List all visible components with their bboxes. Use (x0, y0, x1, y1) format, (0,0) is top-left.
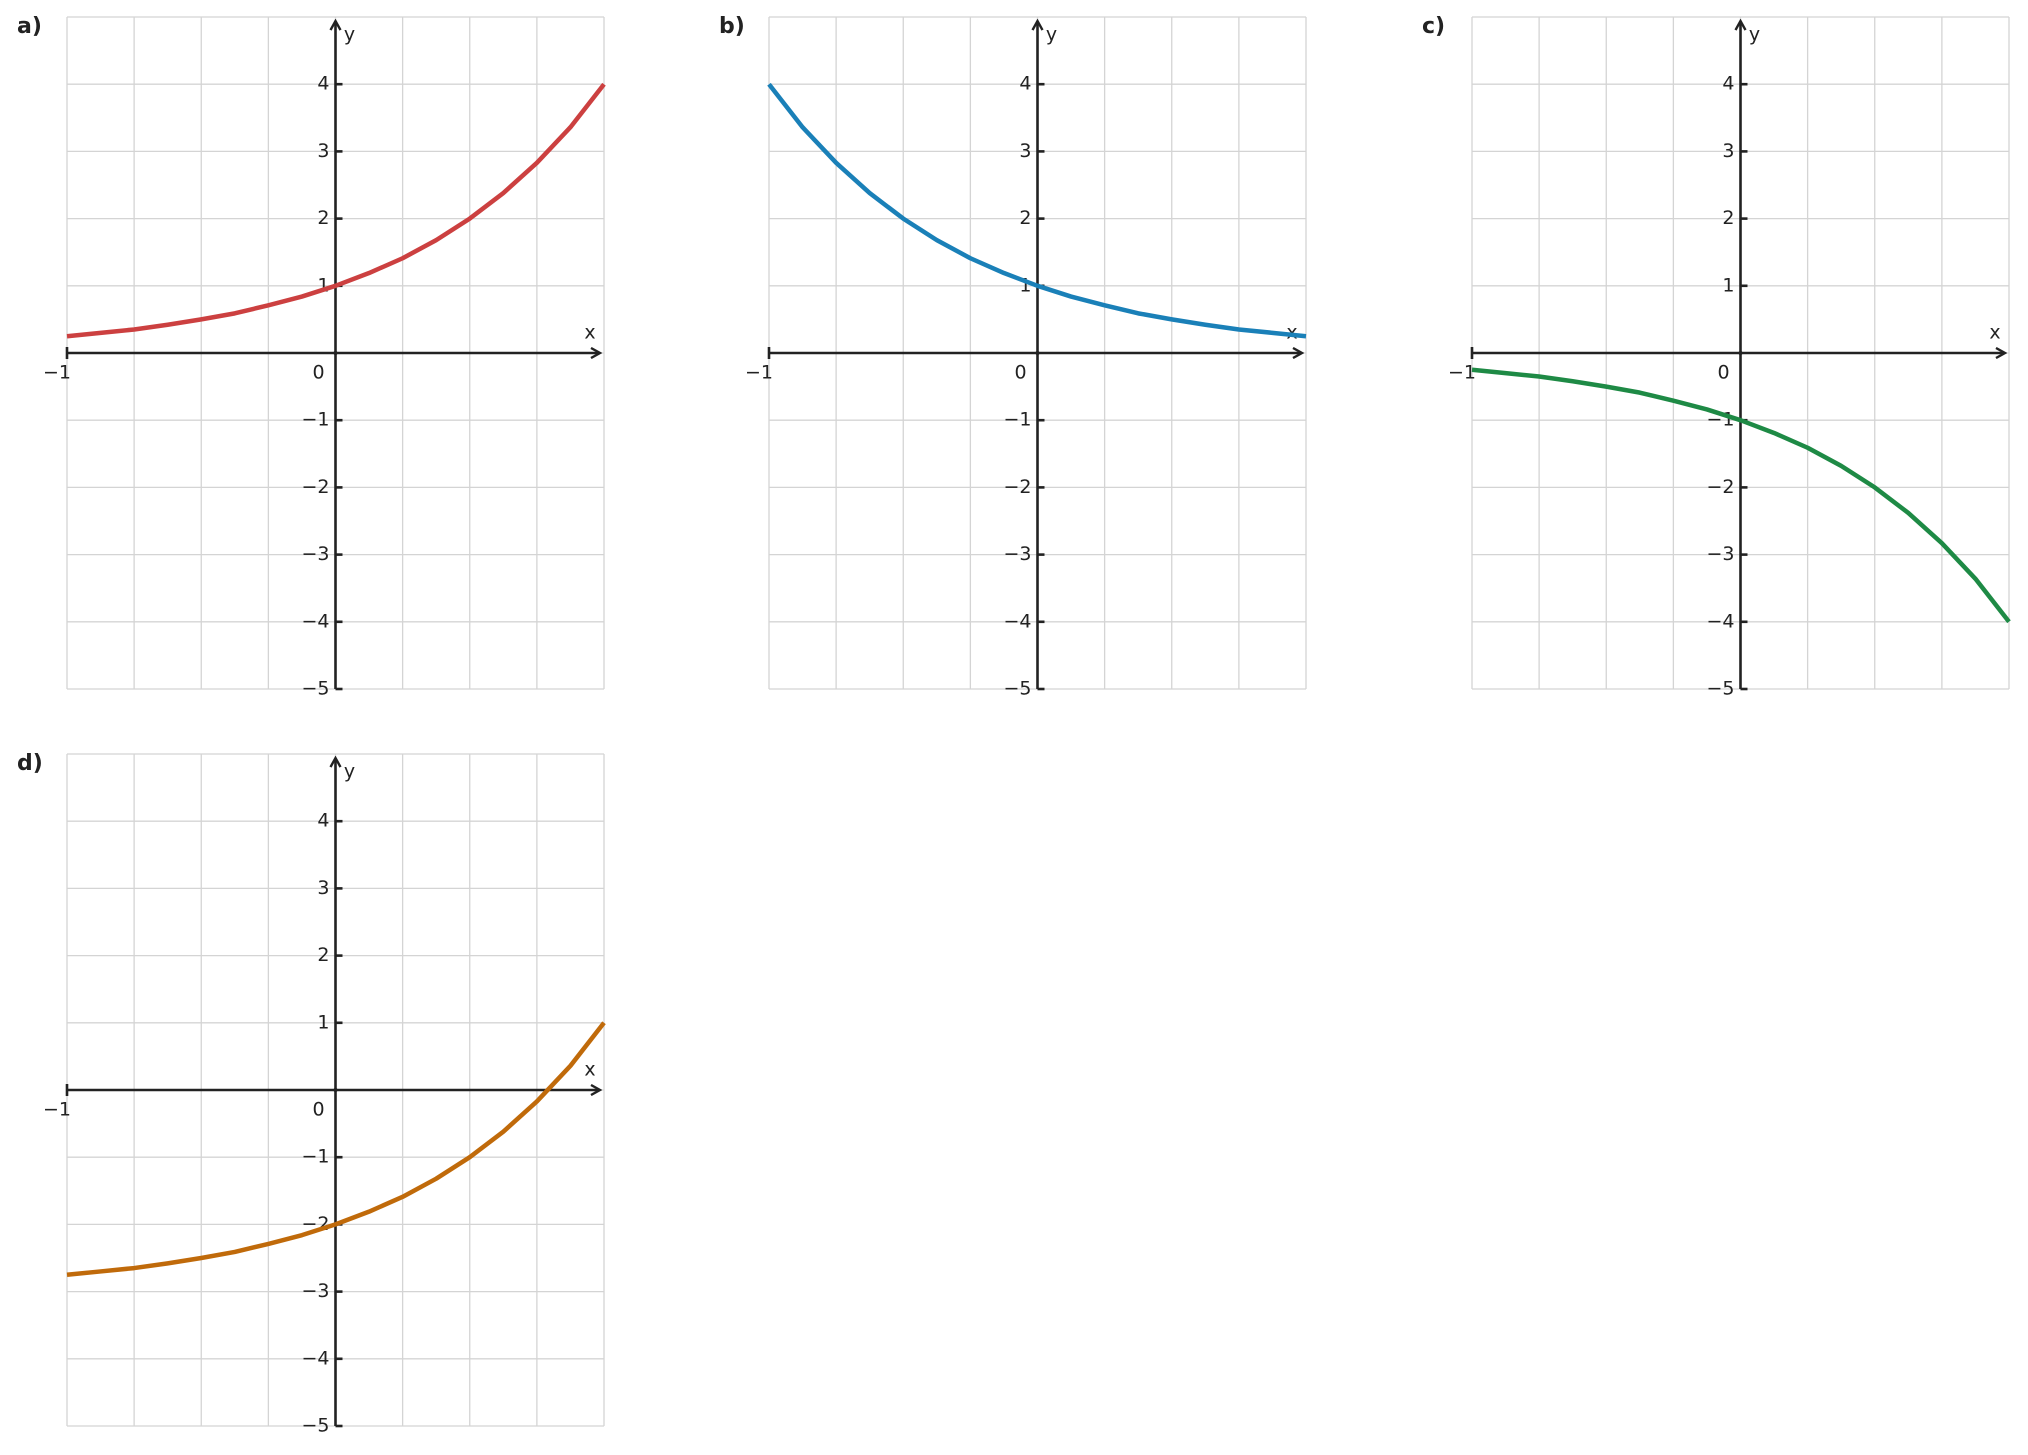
y-tick-label: −3 (1706, 543, 1734, 565)
panel-label: b) (719, 14, 745, 39)
curve (1471, 367, 2011, 624)
y-tick-label: 1 (1722, 274, 1734, 296)
x-tick-label: −1 (43, 1099, 71, 1121)
y-tick-label: −1 (1003, 409, 1031, 431)
x-tick-label: −1 (745, 362, 773, 384)
y-tick-label: 2 (1019, 207, 1031, 229)
y-tick-label: −4 (1706, 610, 1734, 632)
x-tick-label: −1 (43, 362, 71, 384)
y-tick-label: 1 (317, 1011, 329, 1033)
y-tick-label: −3 (301, 1280, 329, 1302)
y-axis-label: y (344, 761, 355, 783)
y-tick-label: −1 (301, 409, 329, 431)
curve (66, 1021, 606, 1278)
y-tick-label: 3 (317, 140, 329, 162)
x-axis-label: x (584, 1059, 595, 1081)
y-tick-label: 4 (1722, 73, 1734, 95)
y-tick-label: −2 (1003, 476, 1031, 498)
y-tick-label: −3 (1003, 543, 1031, 565)
x-tick (333, 1088, 338, 1092)
panel-label: a) (17, 14, 42, 39)
curve (767, 82, 1307, 339)
curve (66, 82, 606, 339)
y-tick-label: −5 (1003, 678, 1031, 700)
y-tick-label: −4 (301, 1347, 329, 1369)
y-tick-label: 2 (1722, 207, 1734, 229)
x-tick (333, 351, 338, 355)
y-tick-label: −3 (301, 543, 329, 565)
y-tick-label: 4 (1019, 73, 1031, 95)
panel-label: d) (17, 751, 43, 776)
x-tick-label: 0 (312, 362, 324, 384)
y-tick-label: 3 (317, 877, 329, 899)
y-tick-label: 4 (317, 810, 329, 832)
x-tick-label: 0 (1014, 362, 1026, 384)
y-tick-label: 3 (1019, 140, 1031, 162)
x-tick-label: 0 (1717, 362, 1729, 384)
y-axis-label: y (344, 24, 355, 46)
y-tick-label: 4 (317, 73, 329, 95)
y-axis-label: y (1046, 24, 1057, 46)
y-tick-label: −5 (301, 1415, 329, 1437)
y-tick-label: 2 (317, 944, 329, 966)
y-tick-label: −4 (1003, 610, 1031, 632)
x-axis-label: x (1989, 322, 2000, 344)
y-tick-label: 2 (317, 207, 329, 229)
y-tick-label: 3 (1722, 140, 1734, 162)
x-axis-label: x (1286, 322, 1297, 344)
y-tick-label: −4 (301, 610, 329, 632)
panel-label: c) (1422, 14, 1445, 39)
y-axis-label: y (1749, 24, 1760, 46)
y-tick-label: −2 (301, 476, 329, 498)
y-tick-label: −2 (1706, 476, 1734, 498)
y-tick-label: −1 (301, 1146, 329, 1168)
y-tick-label: −5 (301, 678, 329, 700)
y-tick-label: −5 (1706, 678, 1734, 700)
x-tick (1738, 351, 1743, 355)
x-tick (1035, 351, 1040, 355)
x-tick-label: 0 (312, 1099, 324, 1121)
x-axis-label: x (584, 322, 595, 344)
x-tick-label: −1 (1448, 362, 1476, 384)
